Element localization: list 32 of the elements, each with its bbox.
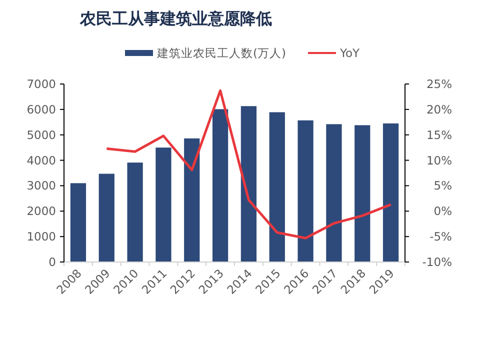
line-series (105, 89, 392, 240)
y-tick-label: 4000 (26, 153, 56, 168)
legend-label: 建筑业农民工人数(万人) (156, 46, 286, 60)
y-tick-label: 1000 (26, 230, 56, 244)
y2-tick-label: -10% (422, 255, 452, 269)
y-tick-label: 2000 (26, 204, 56, 218)
bar (326, 124, 342, 262)
legend-label: YoY (338, 46, 361, 60)
y2-tick-label: -5% (430, 230, 452, 244)
bar (240, 106, 257, 262)
y2-tick-label: 25% (426, 77, 452, 91)
y-tick-label: 6000 (26, 102, 56, 116)
y2-tick-label: 0% (434, 204, 452, 218)
bar (212, 109, 228, 262)
bar (70, 183, 86, 262)
y-tick-label: 7000 (26, 77, 56, 91)
bar (156, 148, 172, 262)
y2-tick-label: 15% (426, 128, 452, 142)
bar (382, 123, 399, 262)
y-tick-label: 0 (48, 255, 56, 269)
y2-tick-label: 10% (426, 153, 452, 168)
bar (298, 120, 314, 262)
y-tick-label: 5000 (26, 128, 56, 142)
bar (98, 174, 114, 262)
bar (269, 112, 285, 262)
bar (354, 125, 370, 262)
y2-tick-label: 5% (434, 178, 452, 193)
bar (184, 138, 200, 262)
chart-title: 农民工从事建筑业意愿降低 (79, 9, 272, 28)
bar (127, 162, 143, 262)
y-tick-label: 3000 (26, 178, 56, 193)
y2-tick-label: 20% (426, 102, 452, 116)
